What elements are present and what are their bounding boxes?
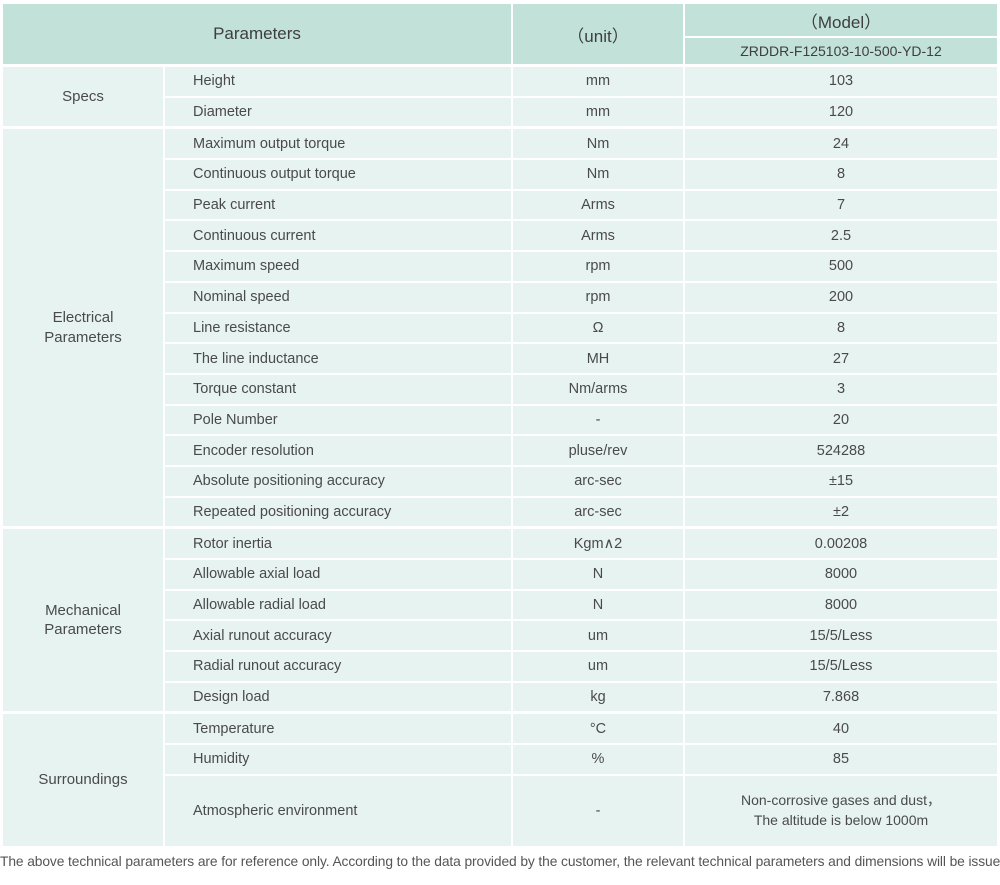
section-electrical-parameters: Electrical Parameters Maximum output torq… [3,129,997,527]
param-name-cell: Allowable axial load [165,560,511,589]
param-unit-cell: N [513,590,683,620]
param-unit-cell: Arms [513,221,683,251]
param-unit-cell: % [513,745,683,774]
param-value-cell: 8 [685,160,997,189]
param-unit-cell: - [513,405,683,435]
param-value-cell: 27 [685,344,997,373]
param-unit-cell: Ω [513,313,683,343]
param-unit-cell: kg [513,682,683,712]
param-value-cell: 8000 [685,560,997,589]
param-name-cell: Axial runout accuracy [165,621,511,651]
param-name-cell: The line inductance [165,344,511,373]
param-name-cell: Temperature [165,714,511,744]
param-unit-cell: Arms [513,190,683,220]
param-name-cell: Radial runout accuracy [165,652,511,681]
param-value-cell: 8000 [685,590,997,620]
param-value-cell: 120 [685,97,997,127]
param-unit-cell: - [513,775,683,846]
section-surroundings: Surroundings Temperature °C 40 Humidity% 85 At… [3,714,997,846]
param-name-cell: Atmospheric environment [165,775,511,846]
param-name-cell: Maximum output torque [165,129,511,159]
param-unit-cell: um [513,652,683,681]
param-unit-cell: rpm [513,252,683,281]
param-unit-cell: MH [513,344,683,373]
param-value-cell: ±15 [685,466,997,496]
param-unit-cell: mm [513,97,683,127]
param-value-cell: 15/5/Less [685,652,997,681]
param-value-cell: 7 [685,190,997,220]
param-name-cell: Rotor inertia [165,529,511,558]
param-value-cell: 103 [685,67,997,96]
header-unit: （unit） [513,4,683,64]
section-label: Surroundings [3,714,163,846]
param-name-cell: Maximum speed [165,252,511,281]
param-value-cell: 15/5/Less [685,621,997,651]
section-mechanical-parameters: Mechanical Parameters Rotor inertia Kgm∧2 0… [3,529,997,712]
param-value-cell: 500 [685,252,997,281]
param-name-cell: Diameter [165,97,511,127]
footnote: The above technical parameters are for r… [0,853,1000,869]
param-value-cell: 85 [685,745,997,774]
param-unit-cell: pluse/rev [513,436,683,465]
param-value-cell: 2.5 [685,221,997,251]
param-unit-cell: Nm/arms [513,374,683,404]
param-value-cell: 524288 [685,436,997,465]
param-name-cell: Line resistance [165,313,511,343]
param-name-cell: Continuous output torque [165,160,511,189]
param-unit-cell: arc-sec [513,497,683,527]
param-name-cell: Continuous current [165,221,511,251]
header-model-number: ZRDDR-F125103-10-500-YD-12 [685,38,997,64]
param-name-cell: Nominal speed [165,282,511,312]
param-unit-cell: Kgm∧2 [513,529,683,558]
section-specs: Specs Height mm 103 Diameter mm 120 [3,67,997,127]
section-label: Electrical Parameters [3,129,163,527]
param-value-cell: 7.868 [685,682,997,712]
param-name-cell: Peak current [165,190,511,220]
param-unit-cell: um [513,621,683,651]
param-unit-cell: °C [513,714,683,744]
param-value-cell: 200 [685,282,997,312]
param-value-cell: 8 [685,313,997,343]
param-value-cell: 40 [685,714,997,744]
param-unit-cell: Nm [513,160,683,189]
section-label: Specs [3,67,163,127]
param-name-cell: Torque constant [165,374,511,404]
param-name-cell: Repeated positioning accuracy [165,497,511,527]
param-value-cell: Non-corrosive gases and dust， The altitu… [685,775,997,846]
param-value-cell: 0.00208 [685,529,997,558]
param-unit-cell: N [513,560,683,589]
param-name-cell: Design load [165,682,511,712]
param-value-cell: 20 [685,405,997,435]
section-label: Mechanical Parameters [3,529,163,712]
param-unit-cell: mm [513,67,683,96]
param-name-cell: Encoder resolution [165,436,511,465]
param-unit-cell: Nm [513,129,683,159]
param-name-cell: Humidity [165,745,511,774]
param-value-cell: ±2 [685,497,997,527]
param-name-cell: Pole Number [165,405,511,435]
param-name-cell: Height [165,67,511,96]
param-name-cell: Absolute positioning accuracy [165,466,511,496]
header-parameters: Parameters [3,4,511,64]
table-header: Parameters （unit） （Model） ZRDDR-F125103-… [3,4,997,64]
param-value-cell: 3 [685,374,997,404]
spec-table: Parameters （unit） （Model） ZRDDR-F125103-… [3,4,997,846]
param-name-cell: Allowable radial load [165,590,511,620]
param-unit-cell: rpm [513,282,683,312]
header-model: （Model） [685,4,997,36]
param-unit-cell: arc-sec [513,466,683,496]
param-value-cell: 24 [685,129,997,159]
